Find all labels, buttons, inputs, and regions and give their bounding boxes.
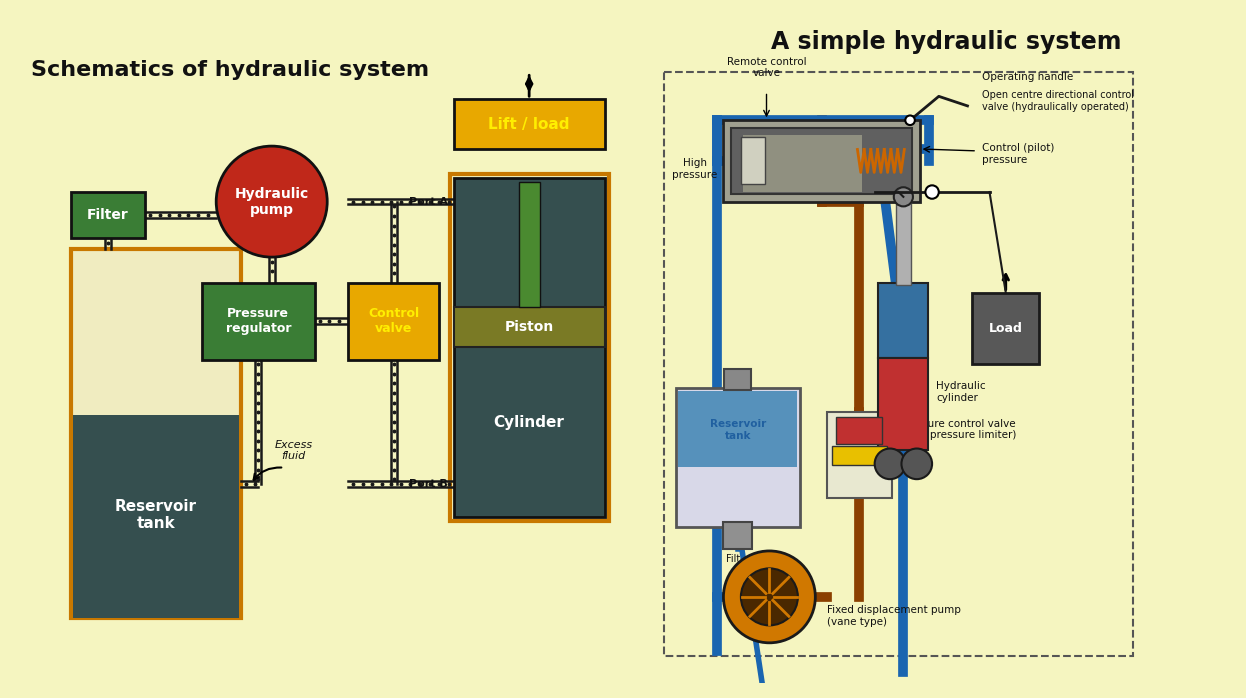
Bar xyxy=(202,283,315,359)
Bar xyxy=(518,181,540,307)
Bar xyxy=(72,415,239,618)
Text: Operating handle: Operating handle xyxy=(982,72,1073,82)
Text: Control (pilot)
pressure: Control (pilot) pressure xyxy=(982,143,1054,165)
Circle shape xyxy=(875,449,906,479)
Bar xyxy=(724,120,920,202)
Bar xyxy=(972,292,1039,364)
Text: Pressure control valve
(max pressure limiter): Pressure control valve (max pressure lim… xyxy=(900,419,1015,440)
Bar xyxy=(836,417,882,444)
Bar xyxy=(675,388,800,527)
Text: Schematics of hydraulic system: Schematics of hydraulic system xyxy=(31,61,430,80)
Bar xyxy=(450,174,608,521)
Text: Filter: Filter xyxy=(725,554,750,563)
Bar xyxy=(831,445,887,465)
Bar xyxy=(878,358,928,450)
Bar xyxy=(896,197,911,285)
Text: Port B: Port B xyxy=(409,479,447,489)
Text: Control
valve: Control valve xyxy=(368,307,420,335)
Text: Pressure
regulator: Pressure regulator xyxy=(226,307,292,335)
Bar xyxy=(679,391,797,468)
Text: Reservoir
tank: Reservoir tank xyxy=(115,498,197,531)
Bar xyxy=(454,178,604,517)
Text: Hydraulic
cylinder: Hydraulic cylinder xyxy=(936,381,986,403)
Text: Remote control
valve: Remote control valve xyxy=(726,57,806,78)
Bar xyxy=(454,307,604,347)
Bar xyxy=(743,135,862,192)
Text: Port A: Port A xyxy=(409,197,447,207)
Bar xyxy=(731,128,912,194)
Circle shape xyxy=(724,551,815,643)
Text: Fixed displacement pump
(vane type): Fixed displacement pump (vane type) xyxy=(827,605,961,627)
Text: Filter: Filter xyxy=(87,208,128,222)
Text: Reservoir
tank: Reservoir tank xyxy=(710,419,766,440)
Bar xyxy=(724,522,753,549)
Bar xyxy=(454,99,604,149)
Text: Load: Load xyxy=(989,322,1023,335)
Circle shape xyxy=(741,568,797,625)
Bar xyxy=(878,283,928,358)
Text: A simple hydraulic system: A simple hydraulic system xyxy=(771,30,1121,54)
Circle shape xyxy=(217,146,328,257)
Text: Lift / load: Lift / load xyxy=(488,117,569,132)
Text: Cylinder: Cylinder xyxy=(493,415,564,430)
Text: High
pressure: High pressure xyxy=(672,158,718,180)
Text: Piston: Piston xyxy=(505,320,553,334)
Circle shape xyxy=(926,186,938,199)
Bar xyxy=(71,249,240,618)
Circle shape xyxy=(901,449,932,479)
Circle shape xyxy=(893,187,913,207)
Bar xyxy=(724,369,751,390)
Text: Low pressure: Low pressure xyxy=(801,164,871,174)
Bar xyxy=(349,283,439,359)
Text: Open centre directional control
valve (hydraulically operated): Open centre directional control valve (h… xyxy=(982,90,1134,112)
Text: Hydraulic
pump: Hydraulic pump xyxy=(234,186,309,216)
Bar xyxy=(71,192,146,238)
Bar xyxy=(827,412,892,498)
Bar xyxy=(664,73,1133,656)
Text: Excess
fluid: Excess fluid xyxy=(274,440,313,461)
Bar xyxy=(740,138,765,184)
Circle shape xyxy=(906,115,915,125)
